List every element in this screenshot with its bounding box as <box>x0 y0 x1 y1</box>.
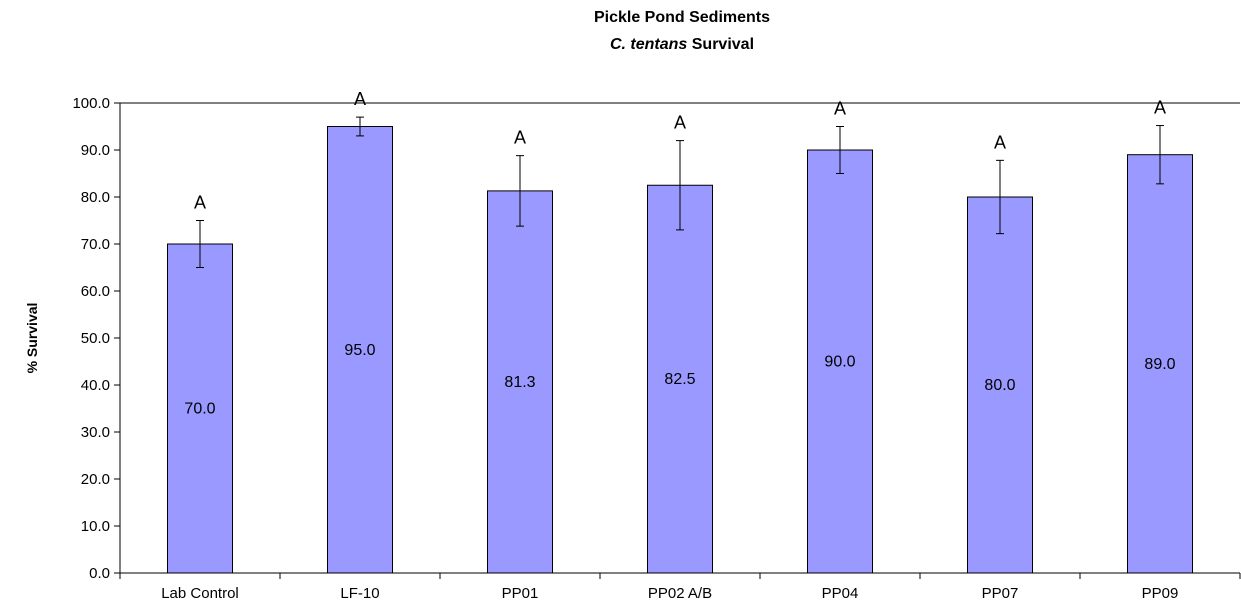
data-label: 90.0 <box>824 354 855 371</box>
significance-letter: A <box>994 132 1006 152</box>
x-tick-label: PP02 A/B <box>648 585 712 602</box>
bar <box>967 196 1033 574</box>
bar <box>807 149 873 574</box>
significance-letter: A <box>674 113 686 133</box>
data-label: 95.0 <box>344 342 375 359</box>
y-tick-label: 70.0 <box>81 236 110 253</box>
y-axis-label: % Survival <box>24 303 40 374</box>
y-tick-label: 10.0 <box>81 518 110 535</box>
bar <box>327 126 393 574</box>
significance-letter: A <box>514 128 526 148</box>
x-tick-label: PP07 <box>982 585 1019 602</box>
x-tick-label: Lab Control <box>161 585 239 602</box>
chart-subtitle-italic: C. tentans <box>610 36 687 53</box>
significance-letter: A <box>354 89 366 109</box>
y-tick-label: 0.0 <box>89 565 110 582</box>
data-label: 81.3 <box>504 374 535 391</box>
chart-subtitle-rest: Survival <box>687 36 754 53</box>
y-tick-label: 90.0 <box>81 142 110 159</box>
bar <box>167 243 233 574</box>
data-label: 80.0 <box>984 377 1015 394</box>
chart-title: Pickle Pond Sediments <box>594 9 770 26</box>
plot-area: 0.0 10.0 20.0 30.0 40.0 50.0 60.0 70.0 80.0 90.0 1… <box>72 89 1241 602</box>
chart-subtitle: C. tentans Survival <box>610 36 754 53</box>
x-tick-label: PP09 <box>1142 585 1179 602</box>
significance-letter: A <box>834 99 846 119</box>
bar <box>647 184 713 574</box>
significance-letter: A <box>194 193 206 213</box>
y-tick-label: 30.0 <box>81 424 110 441</box>
data-label: 89.0 <box>1144 356 1175 373</box>
x-tick-label: PP04 <box>822 585 859 602</box>
x-tick-label: PP01 <box>502 585 539 602</box>
significance-letter: A <box>1154 98 1166 118</box>
y-tick-label: 100.0 <box>72 95 110 112</box>
x-tick-label: LF-10 <box>340 585 379 602</box>
y-tick-label: 80.0 <box>81 189 110 206</box>
y-tick-label: 50.0 <box>81 330 110 347</box>
data-label: 82.5 <box>664 371 695 388</box>
y-tick-label: 20.0 <box>81 471 110 488</box>
y-tick-label: 40.0 <box>81 377 110 394</box>
bar <box>487 190 553 574</box>
bar <box>1127 154 1193 574</box>
data-label: 70.0 <box>184 401 215 418</box>
y-tick-label: 60.0 <box>81 283 110 300</box>
